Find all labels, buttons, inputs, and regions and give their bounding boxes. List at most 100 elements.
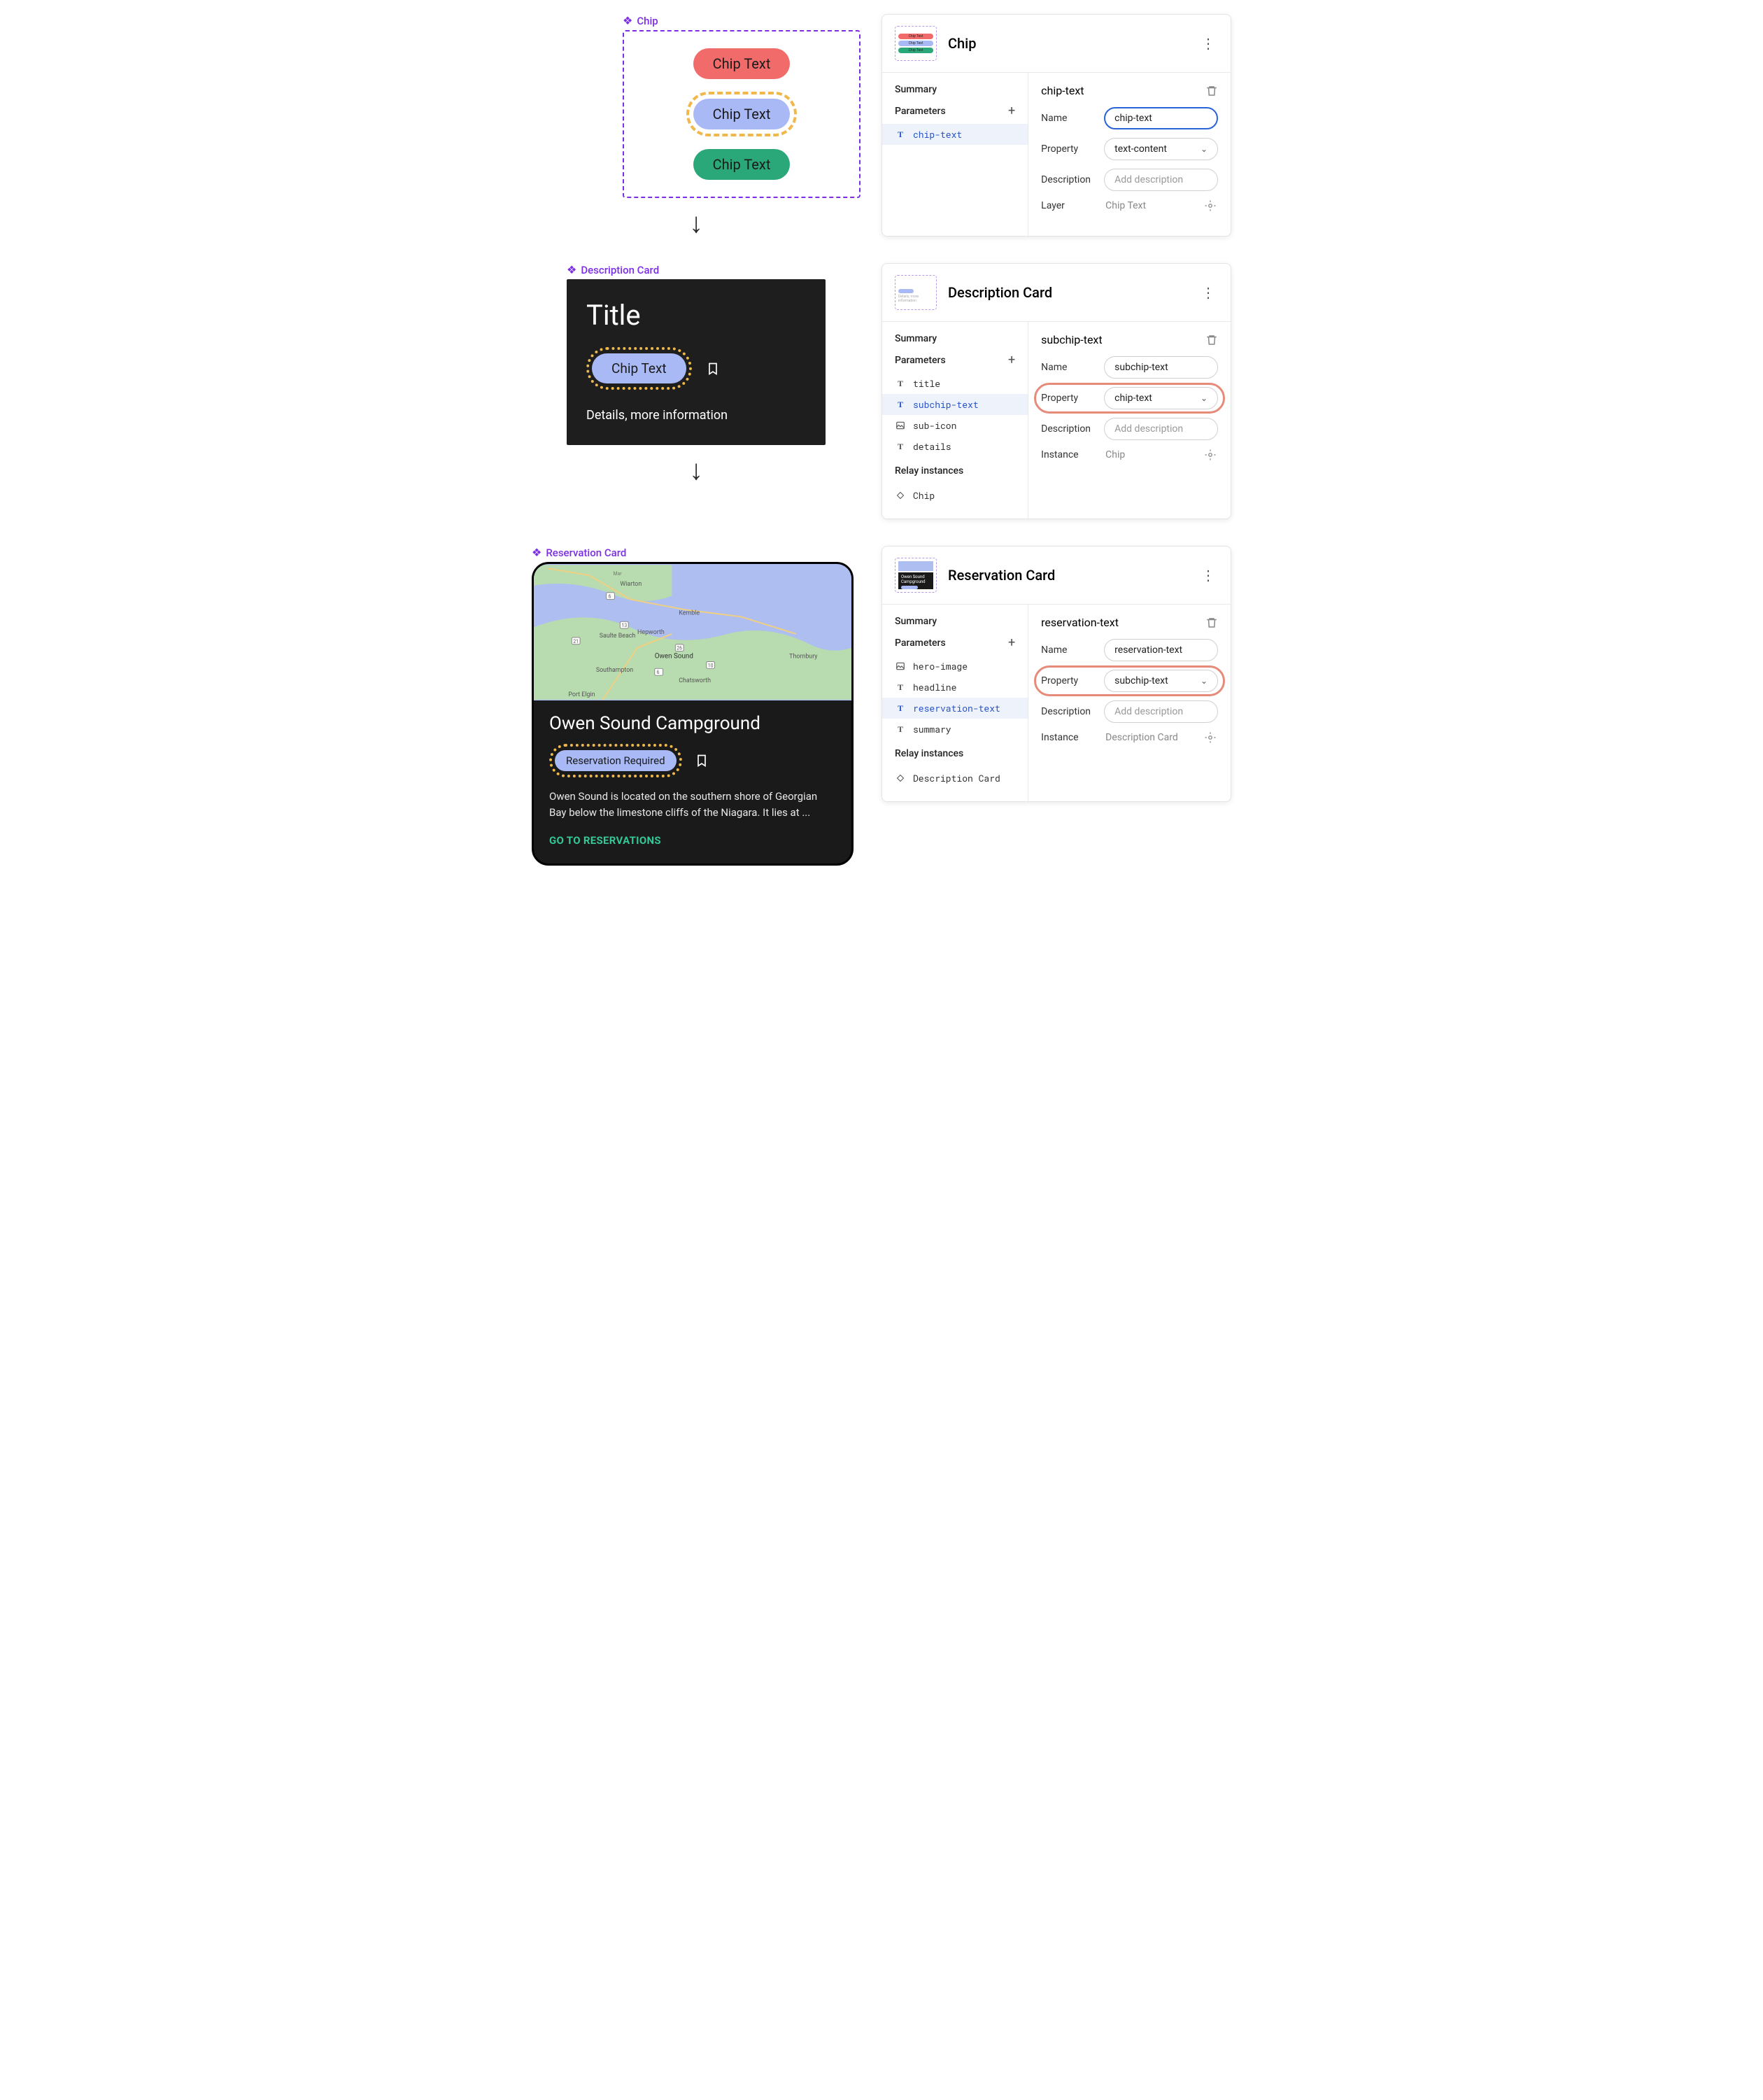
panel-thumbnail: Chip Text Chip Text Chip Text bbox=[895, 26, 937, 61]
name-label: Name bbox=[1041, 113, 1104, 124]
svg-text:10: 10 bbox=[708, 663, 714, 668]
svg-text:Thornbury: Thornbury bbox=[789, 654, 818, 661]
chip-variant-blue[interactable]: Chip Text bbox=[693, 99, 791, 129]
summary-text: Owen Sound is located on the southern sh… bbox=[549, 789, 836, 820]
relay-instances-label: Relay instances bbox=[882, 740, 1028, 768]
svg-text:Chatsworth: Chatsworth bbox=[679, 677, 711, 684]
bookmark-icon[interactable] bbox=[695, 752, 709, 769]
parameter-item[interactable]: Ttitle bbox=[882, 373, 1028, 394]
svg-text:Owen Sound: Owen Sound bbox=[655, 653, 693, 661]
component-icon: ❖ bbox=[532, 546, 541, 559]
property-label: Property bbox=[1041, 675, 1104, 686]
property-label: Property bbox=[1041, 393, 1104, 404]
parameter-item[interactable]: Chip bbox=[882, 485, 1028, 506]
parameter-item[interactable]: sub-icon bbox=[882, 415, 1028, 436]
description-label: Description bbox=[1041, 423, 1104, 435]
property-label: Property bbox=[1041, 143, 1104, 155]
detail-title: subchip-text bbox=[1041, 333, 1102, 346]
component-label-chip: ❖ Chip bbox=[623, 14, 861, 27]
chevron-down-icon: ⌄ bbox=[1201, 676, 1208, 686]
param-type-icon: T bbox=[895, 441, 906, 452]
summary-tab[interactable]: Summary bbox=[882, 84, 1028, 104]
relay-instances-label: Relay instances bbox=[882, 457, 1028, 485]
summary-tab[interactable]: Summary bbox=[882, 616, 1028, 635]
param-name: headline bbox=[913, 681, 956, 693]
svg-text:Saulte Beach: Saulte Beach bbox=[600, 633, 636, 640]
more-menu-icon[interactable]: ⋮ bbox=[1198, 35, 1218, 52]
property-select[interactable]: chip-text⌄ bbox=[1104, 387, 1218, 409]
description-label: Description bbox=[1041, 706, 1104, 717]
inspector-panel-res: Owen Sound Campground Reservation Card ⋮… bbox=[882, 546, 1231, 802]
chip-variants-frame[interactable]: Chip Text Chip Text Chip Text bbox=[623, 30, 861, 198]
nested-chip[interactable]: Chip Text bbox=[592, 353, 686, 383]
highlight-selection: Chip Text bbox=[586, 347, 692, 390]
param-name: summary bbox=[913, 723, 951, 735]
chip-variant-red[interactable]: Chip Text bbox=[693, 48, 791, 79]
parameters-label: Parameters bbox=[895, 637, 946, 649]
param-type-icon bbox=[895, 420, 906, 431]
panel-thumbnail: Title Details, more information bbox=[895, 275, 937, 310]
chevron-down-icon: ⌄ bbox=[1201, 144, 1208, 154]
parameter-item[interactable]: Description Card bbox=[882, 768, 1028, 789]
name-input[interactable]: chip-text bbox=[1104, 107, 1218, 129]
highlight-selection: Chip Text bbox=[686, 92, 798, 136]
description-input[interactable]: Add description bbox=[1104, 169, 1218, 191]
svg-text:Kemble: Kemble bbox=[679, 609, 700, 616]
param-type-icon: T bbox=[895, 129, 906, 140]
name-input[interactable]: subchip-text bbox=[1104, 356, 1218, 379]
parameter-item[interactable]: hero-image bbox=[882, 656, 1028, 677]
parameters-label: Parameters bbox=[895, 355, 946, 366]
name-label: Name bbox=[1041, 644, 1104, 656]
description-label: Description bbox=[1041, 174, 1104, 185]
name-input[interactable]: reservation-text bbox=[1104, 639, 1218, 661]
locate-icon[interactable] bbox=[1204, 449, 1217, 461]
property-select[interactable]: subchip-text⌄ bbox=[1104, 670, 1218, 692]
component-label-res: ❖ Reservation Card bbox=[532, 546, 626, 559]
locate-icon[interactable] bbox=[1204, 731, 1217, 744]
reservation-card[interactable]: Wiarton Saulte Beach Hepworth Kemble Owe… bbox=[532, 562, 854, 866]
parameter-item[interactable]: Treservation-text bbox=[882, 698, 1028, 719]
param-name: details bbox=[913, 440, 951, 453]
parameter-item[interactable]: Tdetails bbox=[882, 436, 1028, 457]
property-select[interactable]: text-content⌄ bbox=[1104, 138, 1218, 160]
parameter-item[interactable]: Tsummary bbox=[882, 719, 1028, 740]
param-name: Description Card bbox=[913, 772, 1000, 784]
description-card[interactable]: Title Chip Text Details, more informatio… bbox=[567, 279, 826, 445]
parameter-item[interactable]: Tsubchip-text bbox=[882, 394, 1028, 415]
param-name: title bbox=[913, 377, 940, 390]
svg-text:Port Elgin: Port Elgin bbox=[568, 691, 595, 698]
add-parameter-icon[interactable]: + bbox=[1008, 353, 1015, 367]
parameter-item[interactable]: Theadline bbox=[882, 677, 1028, 698]
component-label-desc: ❖ Description Card bbox=[567, 263, 826, 276]
locate-icon[interactable] bbox=[1204, 199, 1217, 212]
svg-text:6: 6 bbox=[609, 594, 611, 600]
delete-icon[interactable] bbox=[1205, 616, 1218, 629]
delete-icon[interactable] bbox=[1205, 334, 1218, 346]
add-parameter-icon[interactable]: + bbox=[1008, 104, 1015, 118]
param-type-icon bbox=[895, 661, 906, 672]
param-type-icon: T bbox=[895, 399, 906, 410]
arrow-down-icon: ↓ bbox=[689, 453, 703, 486]
name-label: Name bbox=[1041, 362, 1104, 373]
delete-icon[interactable] bbox=[1205, 85, 1218, 97]
bookmark-icon[interactable] bbox=[706, 360, 720, 377]
svg-text:Mar: Mar bbox=[614, 571, 623, 577]
cta-link[interactable]: GO TO RESERVATIONS bbox=[549, 834, 836, 847]
inspector-panel-chip: Chip Text Chip Text Chip Text Chip ⋮ Sum… bbox=[882, 14, 1231, 237]
reservation-chip[interactable]: Reservation Required bbox=[555, 750, 677, 771]
description-input[interactable]: Add description bbox=[1104, 700, 1218, 723]
description-input[interactable]: Add description bbox=[1104, 418, 1218, 440]
add-parameter-icon[interactable]: + bbox=[1008, 635, 1015, 650]
more-menu-icon[interactable]: ⋮ bbox=[1198, 284, 1218, 301]
highlight-selection: Reservation Required bbox=[549, 744, 682, 777]
summary-tab[interactable]: Summary bbox=[882, 333, 1028, 353]
chevron-down-icon: ⌄ bbox=[1201, 393, 1208, 403]
component-icon: ❖ bbox=[567, 263, 576, 276]
param-type-icon: T bbox=[895, 724, 906, 735]
more-menu-icon[interactable]: ⋮ bbox=[1198, 567, 1218, 584]
headline: Owen Sound Campground bbox=[549, 713, 836, 734]
chip-variant-green[interactable]: Chip Text bbox=[693, 149, 791, 180]
parameter-item[interactable]: Tchip-text bbox=[882, 124, 1028, 145]
card-details: Details, more information bbox=[586, 408, 806, 423]
param-type-icon: T bbox=[895, 378, 906, 389]
